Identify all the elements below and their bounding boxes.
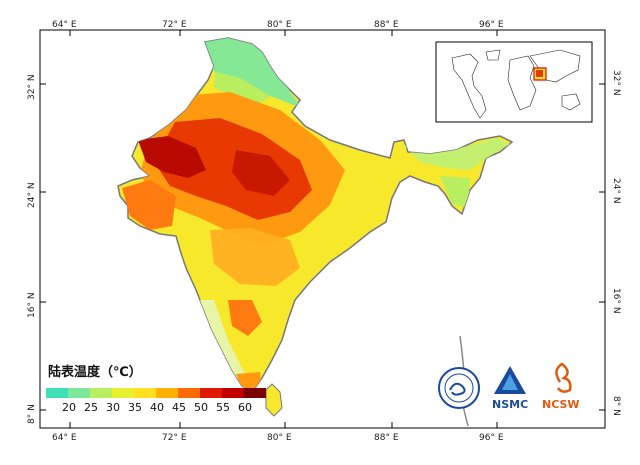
bottom-label-72e: 72° E (162, 433, 187, 443)
right-latitude-ticks (599, 83, 605, 411)
bottom-longitude-ticks (69, 422, 498, 428)
world-inset-map (435, 41, 593, 123)
legend-swatch (90, 388, 112, 398)
left-label-16n: 16° N (27, 292, 37, 318)
legend-tick-label: 50 (194, 401, 208, 414)
top-longitude-ticks (69, 30, 498, 36)
legend-tick-label: 20 (62, 401, 76, 414)
top-label-80e: 80° E (267, 20, 292, 30)
northeast-green-patch (440, 176, 470, 208)
bottom-label-64e: 64° E (52, 433, 77, 443)
right-label-16n: 16° N (611, 288, 621, 314)
ncsw-logo-text: NCSW (542, 398, 580, 411)
legend-title: 陆表温度（℃） (48, 364, 142, 380)
cma-logo (438, 367, 480, 409)
legend-tick-labels: 20 25 30 35 40 45 50 55 60 (62, 401, 252, 414)
legend-tick-label: 40 (150, 401, 164, 414)
north-cool-region (214, 72, 270, 104)
india-lst-map (117, 37, 514, 393)
top-label-64e: 64° E (52, 20, 77, 30)
sri-lanka (265, 383, 283, 417)
temperature-legend: 陆表温度（℃） 20 25 30 35 40 45 50 55 60 (46, 364, 266, 414)
legend-tick-label: 55 (216, 401, 230, 414)
central-orange-patch (210, 228, 300, 286)
legend-swatch (222, 388, 244, 398)
legend-swatch (112, 388, 134, 398)
legend-tick-label: 30 (106, 401, 120, 414)
right-label-8n: 8° N (611, 396, 621, 416)
legend-swatch (244, 388, 266, 398)
legend-tick-label: 60 (238, 401, 252, 414)
bottom-label-96e: 96° E (479, 433, 504, 443)
nsmc-logo: NSMC (492, 366, 528, 411)
top-label-88e: 88° E (374, 20, 399, 30)
top-label-96e: 96° E (479, 20, 504, 30)
legend-swatch (68, 388, 90, 398)
left-label-8n: 8° N (27, 404, 37, 424)
legend-swatch (200, 388, 222, 398)
extreme-hot-region (138, 136, 206, 178)
bottom-label-88e: 88° E (374, 433, 399, 443)
south-cool-region (196, 300, 250, 392)
north-cold-region (195, 38, 302, 108)
legend-color-bar (46, 388, 266, 398)
left-latitude-ticks (40, 83, 46, 411)
nsmc-logo-text: NSMC (492, 398, 528, 411)
legend-tick-label: 45 (172, 401, 186, 414)
extreme-hot-region-2 (232, 150, 290, 196)
legend-swatch (156, 388, 178, 398)
right-label-24n: 24° N (611, 178, 621, 204)
legend-swatch (46, 388, 68, 398)
legend-swatch (134, 388, 156, 398)
northeast-cool-region (402, 138, 510, 170)
bottom-label-80e: 80° E (267, 433, 292, 443)
top-label-72e: 72° E (162, 20, 187, 30)
legend-tick-label: 35 (128, 401, 142, 414)
legend-tick-label: 25 (84, 401, 98, 414)
south-red-patch (228, 300, 262, 336)
left-label-32n: 32° N (27, 74, 37, 100)
ncsw-logo: NCSW (542, 362, 580, 411)
left-label-24n: 24° N (27, 182, 37, 208)
gujarat-hot-region (122, 180, 176, 230)
legend-swatch (178, 388, 200, 398)
right-label-32n: 32° N (611, 70, 621, 96)
